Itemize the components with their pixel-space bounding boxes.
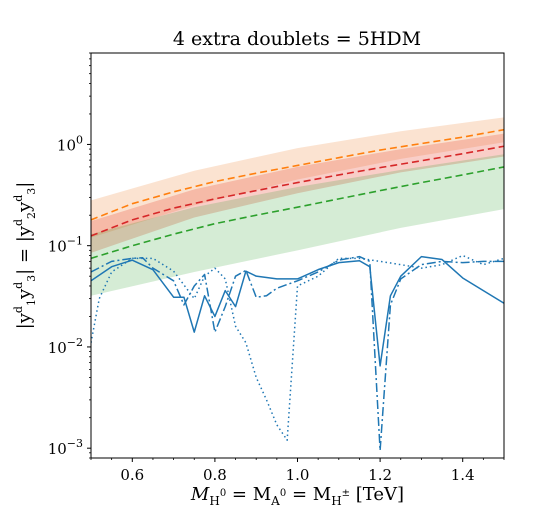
band-1 — [91, 117, 504, 238]
y-tick-label: 10−2 — [48, 336, 83, 357]
x-axis-ticks: 0.6 0.8 1.0 1.2 1.4 — [90, 458, 505, 484]
series-4-line — [91, 255, 504, 367]
data-series — [91, 128, 504, 452]
confidence-bands — [91, 117, 504, 296]
series-3-line — [91, 166, 504, 260]
x-axis-label: MH0 = MA0 = MH± [TeV] — [190, 484, 404, 508]
y-axis-label: |yd1yd3| = |yd2yd3| — [12, 182, 38, 330]
y-tick-label: 10−1 — [48, 235, 83, 256]
x-tick-label: 1.4 — [451, 466, 475, 484]
series-2-line — [91, 145, 504, 237]
x-tick-label: 1.2 — [368, 466, 392, 484]
y-axis-ticks: 10−3 10−2 10−1 100 — [48, 52, 91, 459]
chart-title: 4 extra doublets = 5HDM — [173, 28, 421, 50]
band-3 — [91, 154, 504, 296]
series-6-line — [91, 254, 504, 441]
y-tick-label: 100 — [57, 133, 83, 154]
band-2 — [91, 133, 504, 253]
series-1-line — [91, 128, 504, 221]
x-tick-label: 0.8 — [203, 466, 227, 484]
x-tick-label: 0.6 — [120, 466, 144, 484]
y-tick-label: 10−3 — [48, 437, 83, 458]
x-tick-label: 1.0 — [286, 466, 310, 484]
series-5-line — [91, 255, 504, 452]
